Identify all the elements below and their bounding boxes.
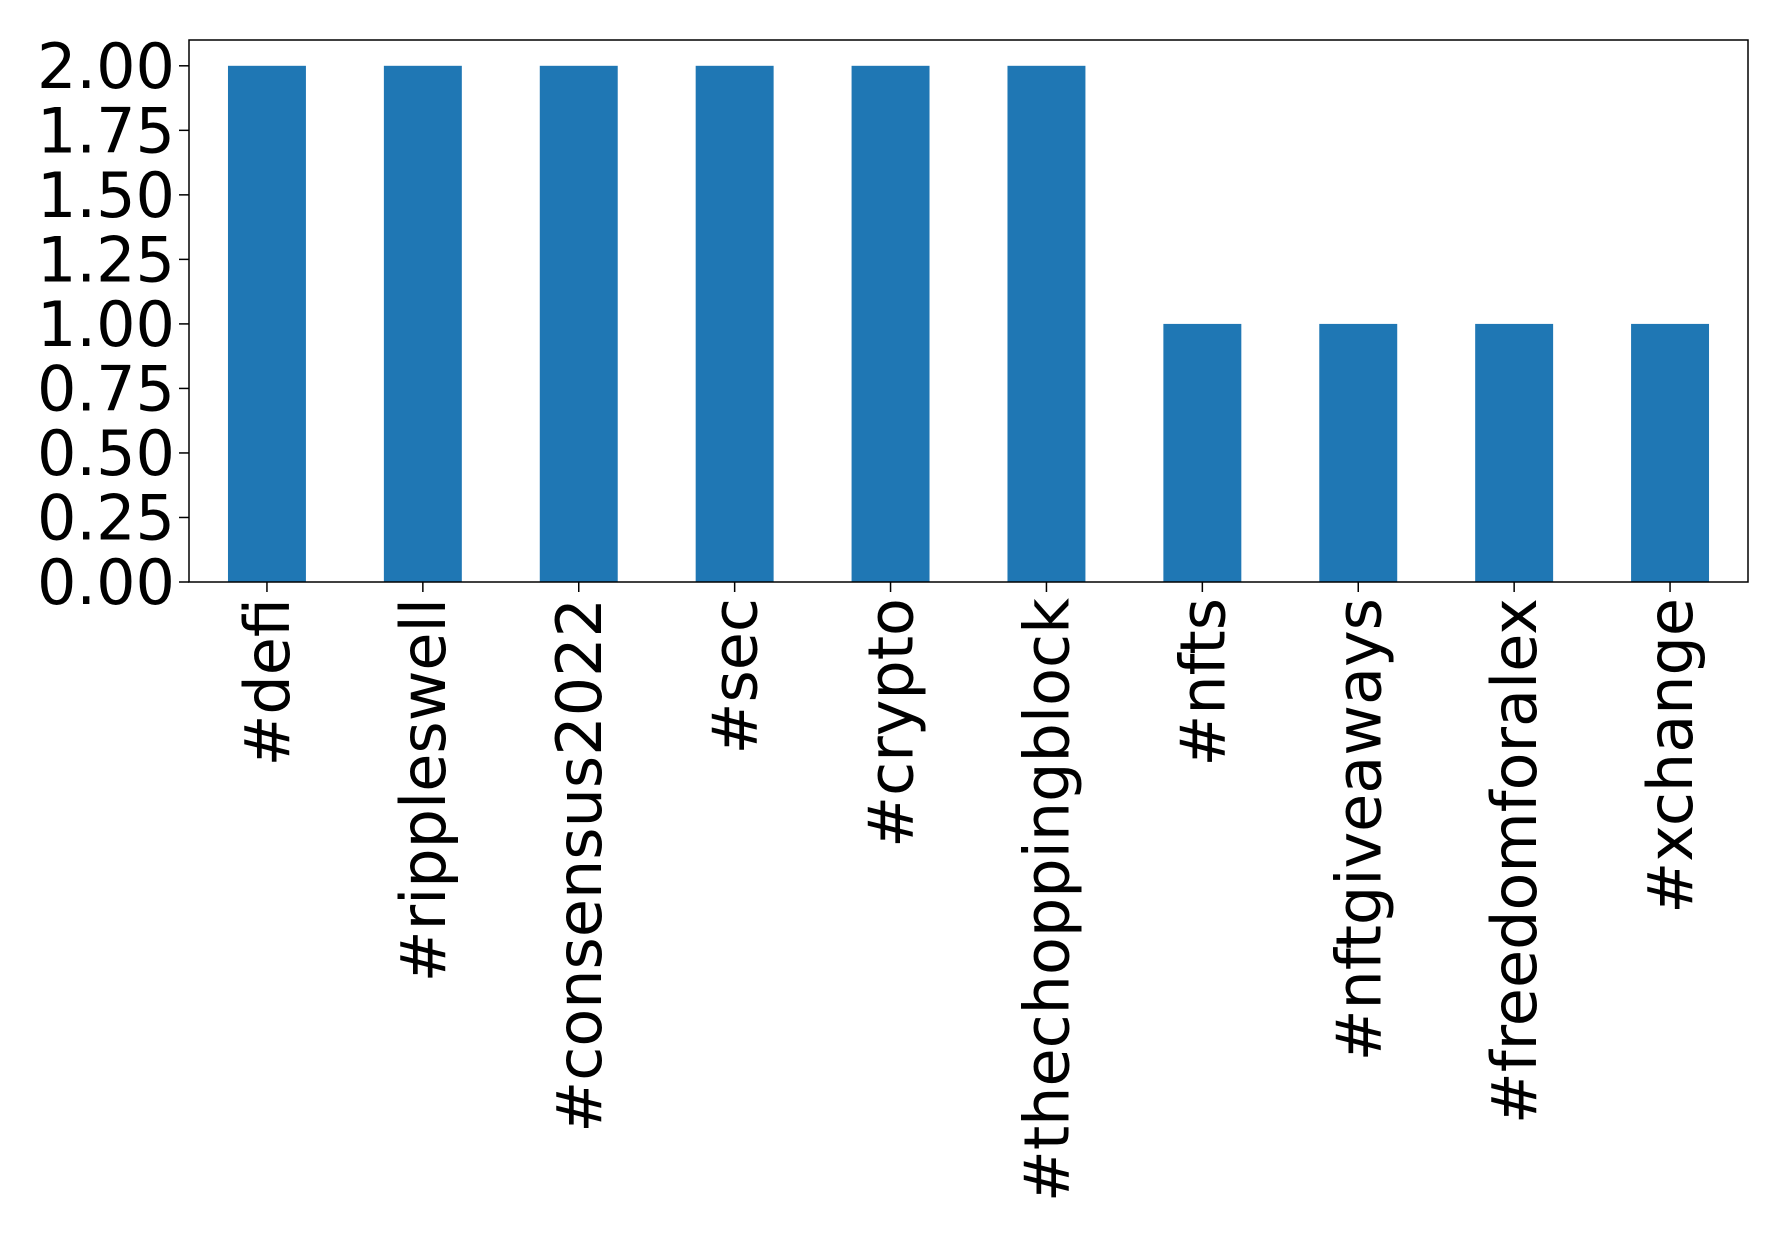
y-tick-label: 1.25 [37,223,175,296]
bar [383,65,462,583]
y-tick-label: 0.25 [37,481,175,554]
y-tick-label: 0.50 [37,417,175,490]
y-tick-label: 0.00 [37,546,175,619]
x-tick-label: #xchange [1634,598,1707,914]
y-tick-label: 1.75 [37,94,175,167]
bar [227,65,306,583]
y-tick-label: 1.00 [37,288,175,361]
plot-frame [188,39,1749,583]
y-tick-label: 1.50 [37,159,175,232]
bar [851,65,930,583]
x-tick-label: #consensus2022 [543,598,616,1133]
bar [1631,323,1710,582]
x-tick-label: #nfts [1166,598,1239,767]
x-tick-label: #crypto [855,598,928,848]
bar [1319,323,1398,582]
x-tick-label: #defi [231,598,304,767]
bar [539,65,618,583]
x-tick-label: #freedomforalex [1478,598,1551,1124]
y-tick-label: 2.00 [37,30,175,103]
y-tick-label: 0.75 [37,352,175,425]
x-tick-label: #nftgiveaways [1322,598,1395,1061]
bar [695,65,774,583]
bar [1163,323,1242,582]
x-tick-label: #thechoppingblock [1010,598,1083,1202]
x-tick-label: #rippleswell [387,598,460,982]
bar [1007,65,1086,583]
x-tick-label: #sec [699,598,772,754]
bar [1475,323,1554,582]
